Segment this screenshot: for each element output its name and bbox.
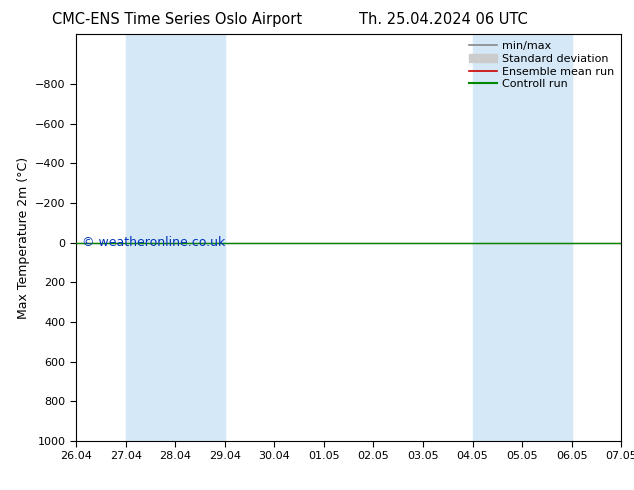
Legend: min/max, Standard deviation, Ensemble mean run, Controll run: min/max, Standard deviation, Ensemble me… — [465, 37, 619, 94]
Text: CMC-ENS Time Series Oslo Airport: CMC-ENS Time Series Oslo Airport — [53, 12, 302, 27]
Text: Th. 25.04.2024 06 UTC: Th. 25.04.2024 06 UTC — [359, 12, 528, 27]
Bar — [472, 34, 572, 441]
Bar — [126, 34, 225, 441]
Text: © weatheronline.co.uk: © weatheronline.co.uk — [82, 236, 225, 248]
Y-axis label: Max Temperature 2m (°C): Max Temperature 2m (°C) — [16, 157, 30, 318]
